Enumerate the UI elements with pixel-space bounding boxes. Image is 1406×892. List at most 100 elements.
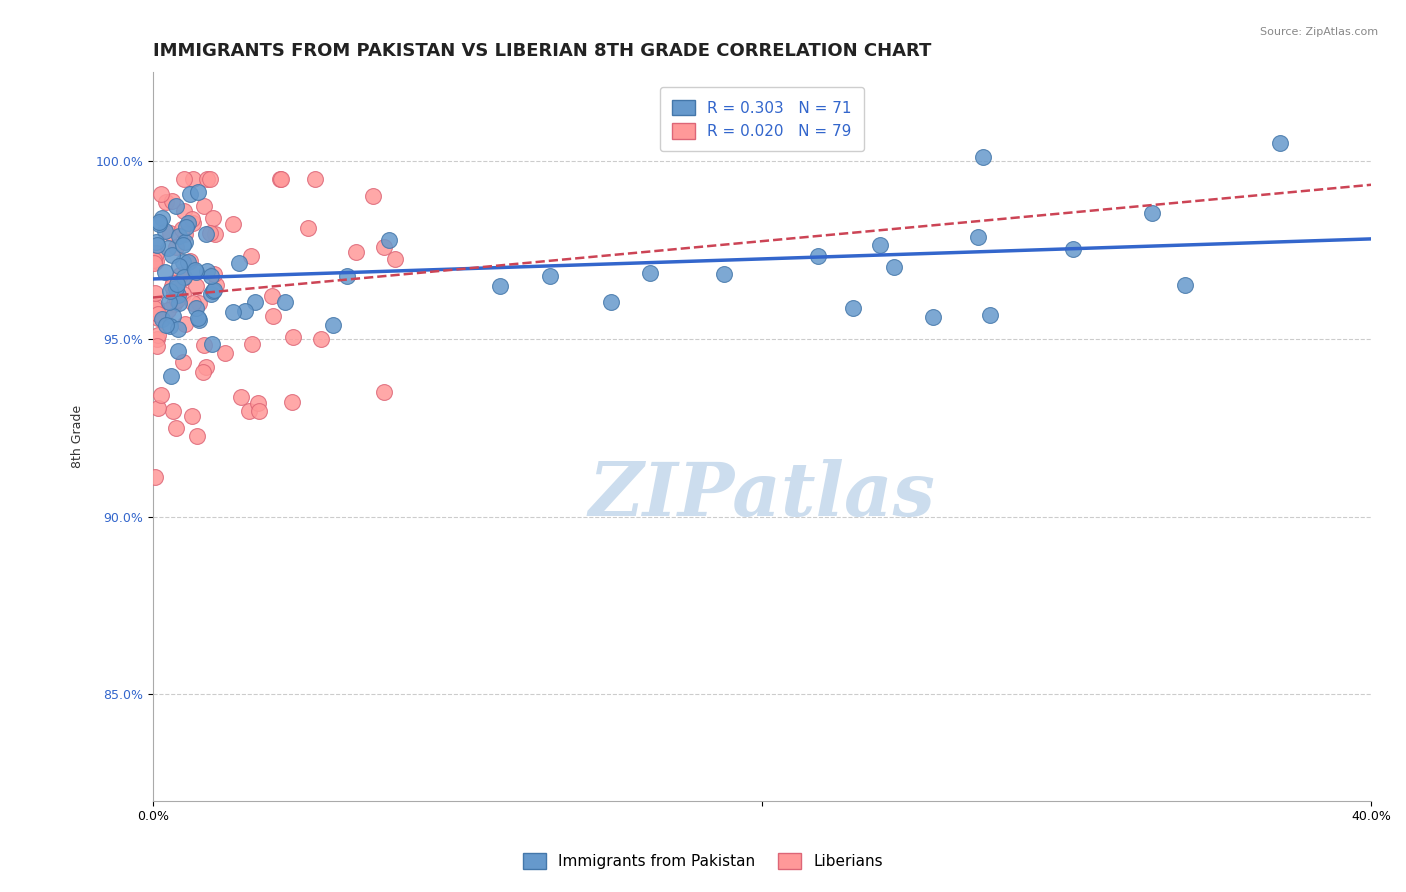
Point [148,214,170,228]
Point [193,199,215,213]
Point [143,285,166,300]
Point [186,265,208,279]
Point [172,355,194,369]
Legend: R = 0.303   N = 71, R = 0.020   N = 79: R = 0.303 N = 71, R = 0.020 N = 79 [659,87,865,152]
Point [163,286,186,301]
Point [162,279,184,293]
Point [148,217,170,231]
Point [538,269,561,284]
Point [283,329,305,343]
Point [842,301,865,315]
Point [309,332,332,346]
Point [599,295,621,310]
Point [247,396,270,410]
Point [167,287,190,301]
Point [197,264,219,278]
Point [228,256,250,270]
Point [157,294,180,309]
Point [143,256,166,270]
Point [378,233,401,247]
Point [172,237,194,252]
Point [214,346,236,360]
Point [807,249,830,263]
Point [169,295,191,310]
Point [165,240,187,254]
Point [240,249,263,263]
Point [150,311,173,326]
Point [200,286,222,301]
Point [260,288,283,302]
Point [159,284,181,298]
Point [1062,242,1084,256]
Point [194,359,217,374]
Point [229,390,252,404]
Point [145,469,167,483]
Point [202,267,225,281]
Point [181,296,204,310]
Point [384,252,406,266]
Point [181,212,204,227]
Point [233,303,256,318]
Point [200,226,222,240]
Point [322,318,344,332]
Point [966,230,988,244]
Point [145,253,167,268]
Point [173,270,195,285]
Point [638,266,661,280]
Point [269,172,291,186]
Point [173,204,195,219]
Point [191,365,214,379]
Point [281,395,304,409]
Point [1174,278,1197,293]
Point [181,172,204,186]
Point [173,235,195,249]
Point [922,310,945,324]
Point [188,295,211,310]
Legend: Immigrants from Pakistan, Liberians: Immigrants from Pakistan, Liberians [517,847,889,875]
Point [200,268,222,283]
Point [173,317,195,331]
Point [1268,136,1291,151]
Point [344,245,367,260]
Point [160,248,183,262]
Point [165,420,187,434]
Point [159,226,181,240]
Point [155,318,177,333]
Point [167,322,190,336]
Point [373,240,395,254]
Point [143,301,166,315]
Point [204,227,226,241]
Text: IMMIGRANTS FROM PAKISTAN VS LIBERIAN 8TH GRADE CORRELATION CHART: IMMIGRANTS FROM PAKISTAN VS LIBERIAN 8TH… [153,42,931,60]
Point [194,227,217,241]
Point [160,194,183,208]
Point [145,235,167,250]
Text: ZIPatlas: ZIPatlas [589,458,935,531]
Point [157,241,180,255]
Point [172,255,194,269]
Point [156,302,179,317]
Point [972,150,994,164]
Point [274,294,297,309]
Point [162,404,184,418]
Point [170,222,193,236]
Point [222,217,245,231]
Point [146,307,169,321]
Point [198,172,221,186]
Point [146,332,169,346]
Point [247,404,270,418]
Point [176,220,198,235]
Point [165,199,187,213]
Point [222,305,245,319]
Point [979,308,1001,322]
Point [167,343,190,358]
Point [181,216,204,230]
Point [180,409,202,423]
Point [297,221,319,235]
Point [146,339,169,353]
Point [159,369,181,384]
Point [238,404,260,418]
Point [163,297,186,311]
Point [150,388,173,402]
Point [167,259,190,273]
Point [184,262,207,277]
